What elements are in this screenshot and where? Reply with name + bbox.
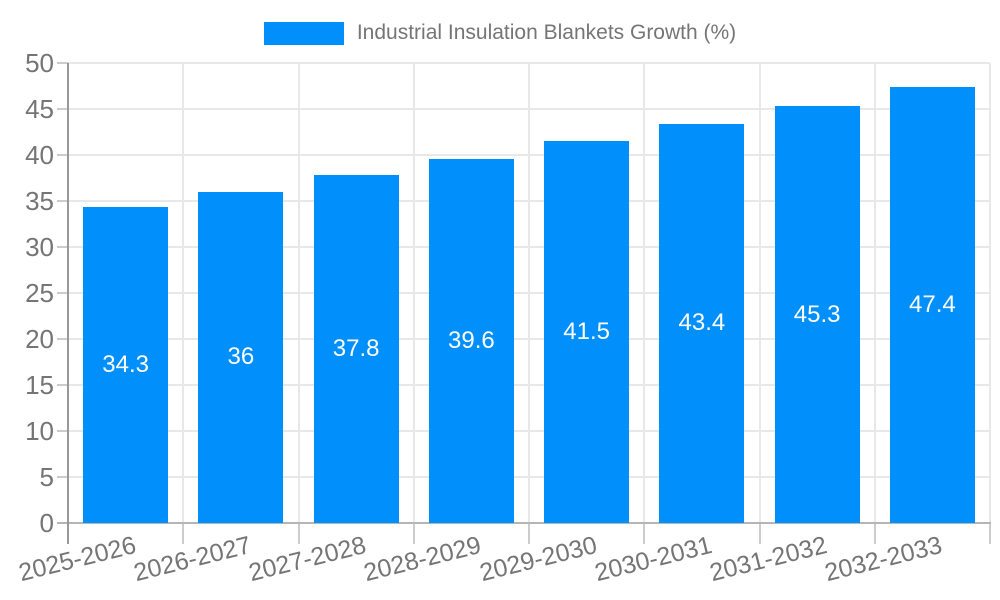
- x-axis-tick: [412, 523, 415, 544]
- y-axis-tick-label: 0: [39, 508, 54, 538]
- x-axis-tick: [528, 523, 530, 544]
- bar: [774, 106, 860, 523]
- y-axis-tick: [57, 154, 68, 156]
- bar-value-label: 43.4: [678, 309, 726, 337]
- bar-value-label: 45.3: [793, 300, 841, 328]
- bar: [313, 175, 399, 523]
- bar: [83, 207, 169, 523]
- y-axis-tick: [57, 292, 68, 294]
- legend-swatch-icon: [263, 21, 344, 45]
- x-axis-tick: [297, 523, 300, 544]
- y-axis-tick: [57, 200, 68, 202]
- x-axis-tick: [182, 523, 185, 544]
- y-axis-tick-label: 5: [39, 462, 54, 492]
- gridline-vertical: [297, 63, 300, 523]
- gridline-vertical: [873, 63, 876, 523]
- gridline-vertical: [182, 63, 185, 523]
- x-axis-tick: [873, 523, 876, 544]
- y-axis-tick-label: 45: [25, 94, 54, 124]
- y-axis-tick: [57, 430, 68, 432]
- x-axis-tick: [643, 523, 646, 544]
- bar-value-label: 34.3: [102, 351, 149, 379]
- bar-value-label: 39.6: [448, 326, 495, 354]
- x-axis-tick: [758, 523, 761, 544]
- gridline-vertical: [412, 63, 415, 523]
- y-axis-tick-label: 20: [25, 324, 54, 354]
- y-axis-tick-label: 35: [25, 186, 54, 216]
- chart-legend[interactable]: Industrial Insulation Blankets Growth (%…: [0, 19, 1000, 47]
- legend-label: Industrial Insulation Blankets Growth (%…: [356, 21, 737, 44]
- gridline-vertical: [758, 63, 761, 523]
- gridline-vertical: [528, 63, 530, 523]
- bar: [659, 123, 745, 523]
- gridline-vertical: [643, 63, 646, 523]
- bar-value-label: 41.5: [563, 318, 610, 346]
- y-axis-tick: [57, 476, 68, 478]
- y-axis-tick: [57, 246, 68, 248]
- bar: [198, 191, 284, 523]
- y-axis-tick: [57, 108, 68, 110]
- y-axis-tick: [57, 338, 68, 340]
- bar-value-label: 37.8: [332, 335, 380, 363]
- y-axis-tick-label: 40: [25, 140, 54, 170]
- y-axis-tick-label: 10: [25, 416, 54, 446]
- y-axis-tick-label: 30: [25, 232, 54, 262]
- bar: [889, 86, 975, 523]
- y-axis-tick: [57, 384, 68, 386]
- gridline-vertical: [989, 63, 991, 523]
- x-axis-tick: [989, 523, 991, 544]
- y-axis-tick-label: 15: [25, 370, 54, 400]
- y-axis-tick-label: 50: [25, 48, 54, 78]
- y-axis-tick-label: 25: [25, 278, 54, 308]
- x-axis-line: [57, 522, 991, 524]
- bar-value-label: 47.4: [909, 290, 956, 318]
- y-axis-tick: [57, 62, 68, 64]
- bar: [428, 158, 514, 523]
- bar-value-label: 36: [227, 343, 255, 371]
- y-axis-line: [67, 63, 69, 544]
- bar: [544, 141, 630, 523]
